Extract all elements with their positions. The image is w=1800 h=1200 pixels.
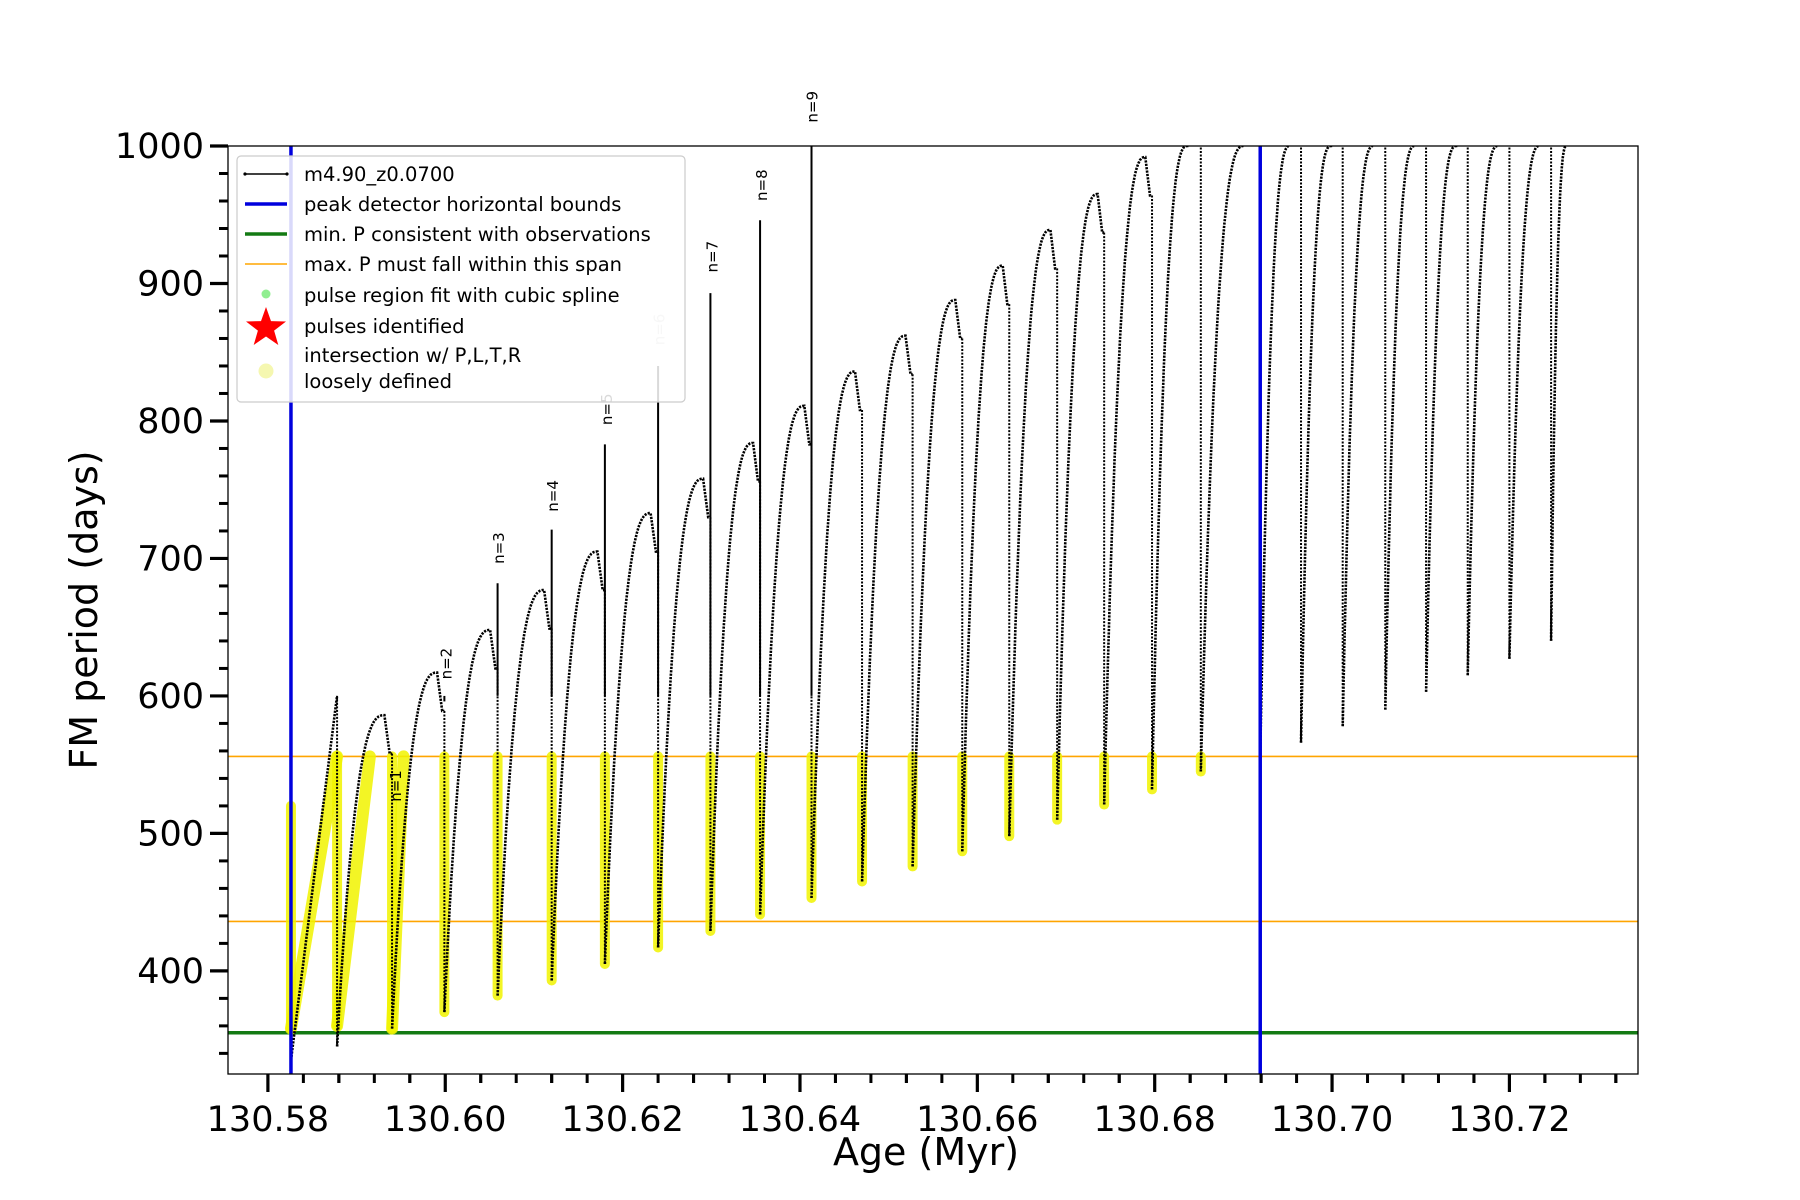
legend-label-4: pulse region fit with cubic spline [304,284,620,307]
legend-box [236,155,686,403]
series-segment-12 [911,298,963,867]
series-segment-4 [496,588,552,996]
series-segment-5 [550,550,605,981]
series-segment-23 [1424,146,1458,692]
highlight-rise-1 [331,750,376,1032]
annotation-n=7: n=7 [704,241,722,273]
series-segment-1 [335,713,393,1047]
series-segment-10 [810,370,863,899]
series-segment-14 [1008,228,1058,837]
x-tick-label-0: 130.58 [207,1100,329,1140]
annotation-n=8: n=8 [753,169,771,201]
series-segment-13 [961,264,1010,852]
series-segment-18 [1199,146,1245,772]
x-tick-label-2: 130.62 [561,1100,683,1140]
legend-handle-dot [285,172,289,176]
annotation-n=2: n=2 [438,648,456,680]
y-tick-label-1: 500 [137,814,204,854]
series-segment-24 [1466,146,1500,676]
x-tick-label-7: 130.72 [1448,1100,1570,1140]
series-segment-21 [1341,146,1375,727]
reference-hlines [228,755,1638,1035]
x-axis-label: Age (Myr) [833,1130,1019,1174]
series-segment-8 [709,441,761,932]
y-tick-label-2: 600 [137,677,204,717]
series-segment-7 [656,477,711,948]
series-segment-0 [289,695,339,1061]
series-segment-25 [1508,146,1541,659]
y-tick-label-5: 900 [137,264,204,304]
y-tick-label-4: 800 [137,402,204,442]
series-segment-2 [390,671,445,1029]
y-tick-label-6: 1000 [115,127,204,167]
annotation-n=3: n=3 [490,532,508,564]
x-axis: 130.58 130.60 130.62 130.64 130.66 130.68 130.… [207,1074,1618,1140]
annotation-n=4: n=4 [544,480,562,512]
series-segment-6 [603,511,659,965]
legend-label-6: intersection w/ P,L,T,R [304,344,521,367]
legend-label-3: max. P must fall within this span [304,253,622,276]
series-segment-19 [1258,146,1291,758]
legend-label-0: m4.90_z0.0700 [304,163,455,186]
series-segment-9 [758,404,812,915]
x-tick-label-5: 130.68 [1093,1100,1215,1140]
series-segment-15 [1055,192,1105,820]
highlight-rise-0 [284,750,344,1035]
legend-handle-circle [258,363,274,379]
legend-handle-star [246,307,286,345]
x-tick-label-1: 130.60 [384,1100,506,1140]
plot-frame [227,145,1639,1075]
y-axis: 400 500 600 700 800 900 1000 [115,127,228,1055]
series-segment-26 [1549,146,1567,641]
series-segment-11 [860,334,913,882]
series-m4.90-z0.0700 [289,146,1567,1061]
legend-handle-dot-4 [261,289,271,299]
x-tick-label-3: 130.64 [739,1100,861,1140]
series-segment-17 [1150,146,1189,790]
x-tick-label-6: 130.70 [1271,1100,1393,1140]
series-segment-20 [1299,146,1333,743]
annotation-n=9: n=9 [804,91,822,123]
y-tick-label-3: 700 [137,539,204,579]
legend-label-1: peak detector horizontal bounds [304,193,621,216]
legend-label-2: min. P consistent with observations [304,223,651,246]
series-segment-22 [1384,146,1416,710]
y-axis-label: FM period (days) [62,450,106,769]
legend-label-5: pulses identified [304,315,465,338]
legend-handle-dot [243,172,247,176]
y-tick-label-0: 400 [137,952,204,992]
annotation-n=1: n=1 [387,770,405,802]
x-tick-label-4: 130.66 [916,1100,1038,1140]
legend-label-6-line1: loosely defined [304,370,452,393]
